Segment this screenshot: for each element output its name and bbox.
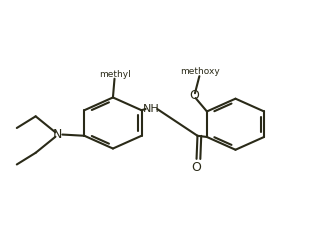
Text: methyl: methyl	[99, 70, 130, 79]
Text: N: N	[53, 128, 62, 141]
Text: O: O	[189, 89, 199, 102]
Text: O: O	[191, 161, 202, 174]
Text: methoxy: methoxy	[180, 67, 220, 76]
Text: NH: NH	[143, 104, 159, 114]
